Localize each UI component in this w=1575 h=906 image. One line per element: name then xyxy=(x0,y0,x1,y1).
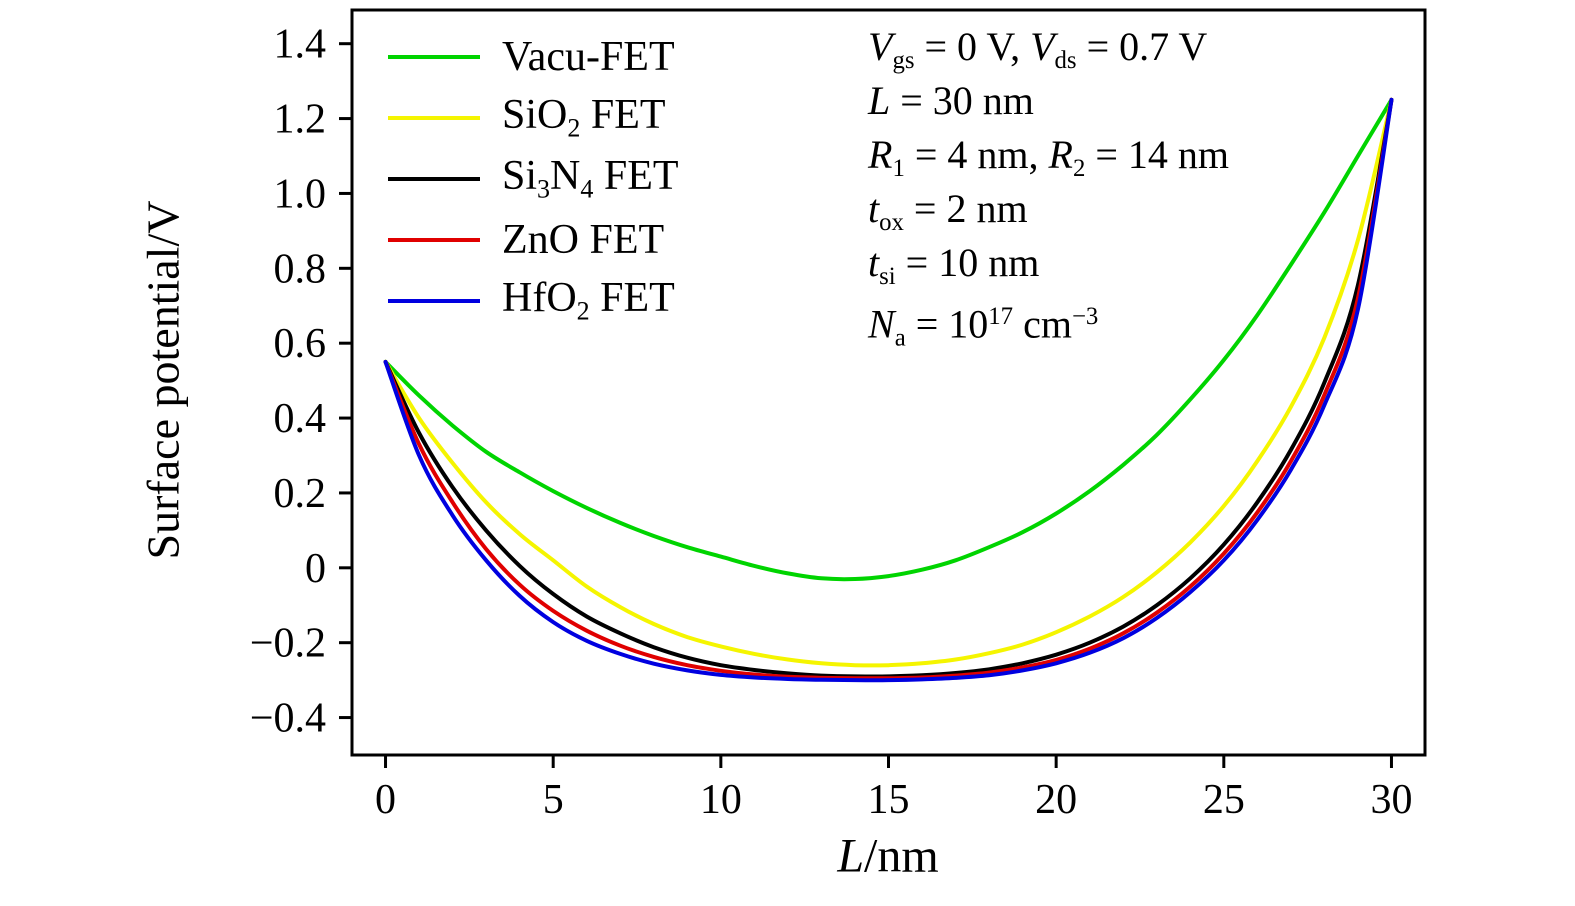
y-tick-label: 0.2 xyxy=(274,471,327,517)
text-segment: gs xyxy=(892,46,915,74)
text-segment: a xyxy=(894,324,906,352)
y-tick-label: −0.4 xyxy=(250,696,326,742)
annotation-line: L = 30 nm xyxy=(868,74,1229,128)
text-segment: Si xyxy=(502,153,538,200)
text-segment: ds xyxy=(1054,46,1077,74)
legend-item-vacu-fet: Vacu-FET xyxy=(388,26,679,87)
x-tick-label: 25 xyxy=(1203,777,1245,823)
text-segment: 4 xyxy=(580,174,594,204)
text-segment: ox xyxy=(879,208,904,236)
legend-label: Si3N4 FET xyxy=(502,152,679,204)
text-segment: FET xyxy=(589,275,675,322)
text-segment: 1 xyxy=(892,154,905,182)
series-line-hfo2-fet xyxy=(383,97,1394,683)
text-segment: si xyxy=(879,262,896,290)
y-axis-title: Surface potential/V xyxy=(137,200,189,560)
text-segment: Vacu-FET xyxy=(502,33,675,80)
series-line-vacu-fet xyxy=(383,97,1394,582)
legend: Vacu-FET SiO2 FET Si3N4 FET ZnO FET HfO2 FET xyxy=(388,26,679,331)
legend-item-sio2-fet: SiO2 FET xyxy=(388,87,679,148)
annotation-line: tsi = 10 nm xyxy=(868,236,1229,290)
x-tick-label: 20 xyxy=(1035,777,1077,823)
y-tick-label: −0.2 xyxy=(250,621,326,667)
annotation-line: Vgs = 0 V, Vds = 0.7 V xyxy=(868,20,1229,74)
text-segment: L xyxy=(837,829,865,883)
x-tick-label: 15 xyxy=(868,777,910,823)
x-tick-label: 5 xyxy=(543,777,564,823)
y-tick-label: 1.0 xyxy=(274,171,327,217)
annotation-line: R1 = 4 nm, R2 = 14 nm xyxy=(868,128,1229,182)
y-tick-label: 0.6 xyxy=(274,321,327,367)
annotation-line: tox = 2 nm xyxy=(868,182,1229,236)
text-segment: ZnO FET xyxy=(502,216,665,263)
x-axis-title: L/nm xyxy=(837,829,938,884)
text-segment: −3 xyxy=(1071,303,1099,330)
text-segment: HfO xyxy=(502,275,577,322)
text-segment: = 10 xyxy=(905,301,989,347)
text-segment: 2 xyxy=(576,296,590,326)
legend-line-swatch xyxy=(388,54,480,59)
text-segment: 3 xyxy=(537,174,551,204)
legend-item-zno-fet: ZnO FET xyxy=(388,209,679,270)
text-segment: FET xyxy=(593,153,679,200)
legend-item-hfo2-fet: HfO2 FET xyxy=(388,270,679,331)
y-tick-label: 0 xyxy=(305,546,326,592)
text-segment: 17 xyxy=(988,303,1014,330)
text-segment: = 10 nm xyxy=(895,240,1040,285)
text-segment: N xyxy=(868,301,895,347)
text-segment: = 14 nm xyxy=(1085,132,1230,177)
x-tick-label: 0 xyxy=(375,777,396,823)
text-segment: 2 xyxy=(567,113,581,143)
legend-line-swatch xyxy=(388,176,480,181)
y-tick-label: 1.2 xyxy=(274,97,327,143)
legend-item-si3n4-fet: Si3N4 FET xyxy=(388,148,679,209)
text-segment: = 0 V, xyxy=(914,24,1031,69)
legend-label: SiO2 FET xyxy=(502,91,666,143)
legend-label: HfO2 FET xyxy=(502,274,675,326)
text-segment: /nm xyxy=(864,829,939,883)
legend-label: ZnO FET xyxy=(502,216,664,264)
annotation-line: Na = 1017 cm−3 xyxy=(868,290,1229,352)
legend-line-swatch xyxy=(388,237,480,242)
text-segment: cm xyxy=(1013,301,1072,347)
text-segment: t xyxy=(868,240,880,285)
text-segment: = 0.7 V xyxy=(1076,24,1208,69)
text-segment: V xyxy=(1030,24,1055,69)
y-tick-label: 0.8 xyxy=(274,246,327,292)
text-segment: = 2 nm xyxy=(903,186,1028,231)
legend-line-swatch xyxy=(388,115,480,120)
text-segment: R xyxy=(868,132,893,177)
text-segment: SiO xyxy=(502,92,568,139)
x-tick-label: 10 xyxy=(700,777,742,823)
text-segment: t xyxy=(868,186,880,231)
x-tick-label: 30 xyxy=(1370,777,1412,823)
legend-label: Vacu-FET xyxy=(502,33,675,81)
series-line-sio2-fet xyxy=(383,97,1394,668)
text-segment: R xyxy=(1048,132,1073,177)
y-tick-label: 0.4 xyxy=(274,396,327,442)
text-segment: L xyxy=(868,78,891,123)
legend-line-swatch xyxy=(388,298,480,303)
text-segment: = 4 nm, xyxy=(904,132,1049,177)
text-segment: FET xyxy=(580,92,666,139)
text-segment: V xyxy=(868,24,893,69)
text-segment: N xyxy=(550,153,581,200)
text-segment: = 30 nm xyxy=(890,78,1034,123)
y-tick-label: 1.4 xyxy=(274,22,327,68)
text-segment: 2 xyxy=(1072,154,1086,182)
